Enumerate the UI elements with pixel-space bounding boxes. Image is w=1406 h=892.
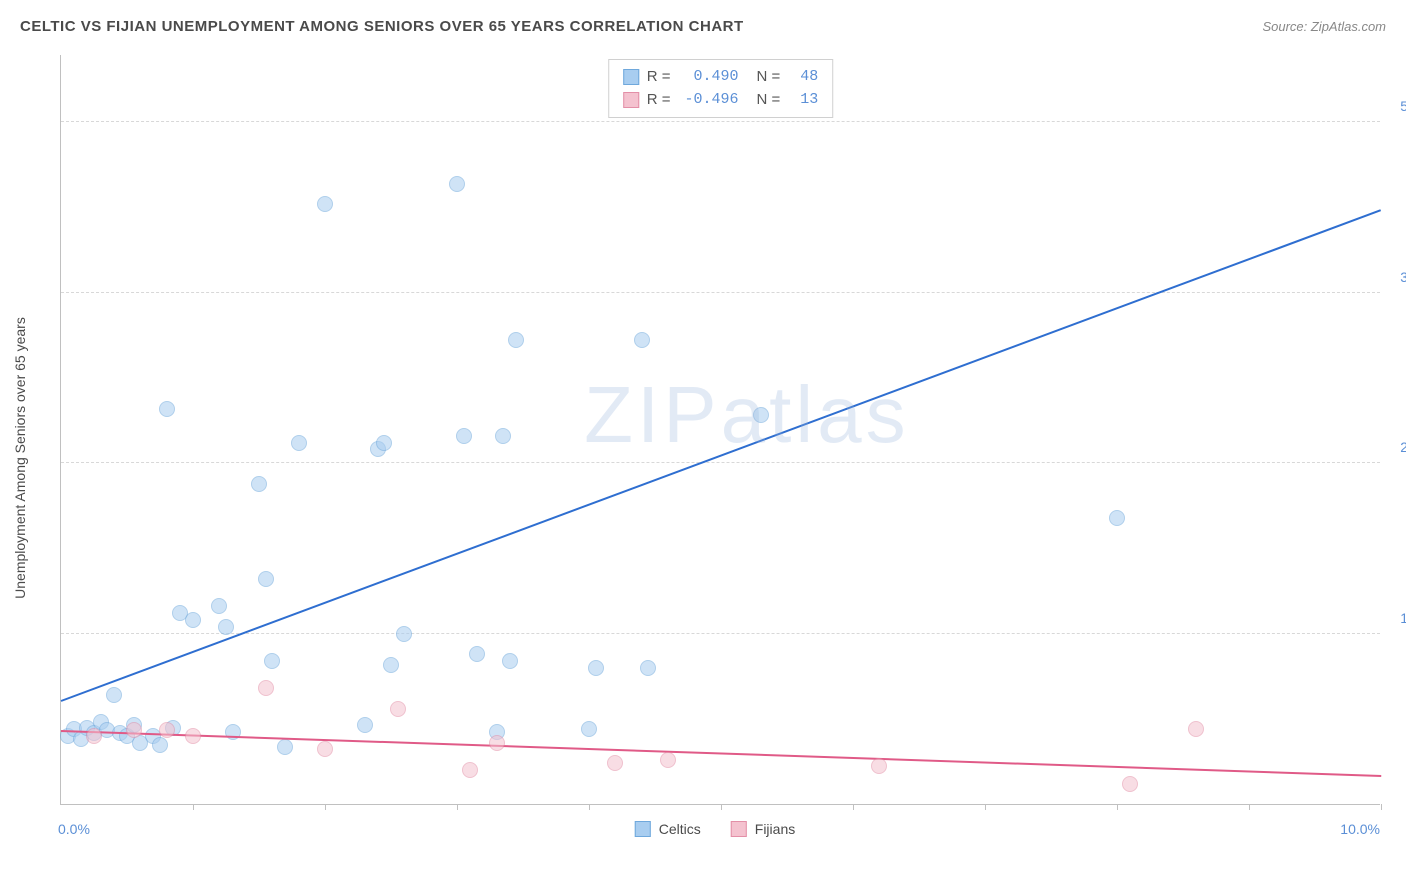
x-axis-min-label: 0.0%: [58, 821, 90, 837]
data-point: [185, 728, 201, 744]
data-point: [588, 660, 604, 676]
data-point: [581, 721, 597, 737]
data-point: [502, 653, 518, 669]
data-point: [1122, 776, 1138, 792]
y-axis-label: Unemployment Among Seniors over 65 years: [12, 317, 28, 599]
data-point: [376, 435, 392, 451]
data-point: [449, 176, 465, 192]
x-tick: [853, 804, 854, 810]
n-value-fijians: 13: [788, 89, 818, 112]
gridline: [61, 121, 1380, 122]
n-value-celtics: 48: [788, 66, 818, 89]
data-point: [258, 680, 274, 696]
data-point: [258, 571, 274, 587]
data-point: [291, 435, 307, 451]
series-name-celtics: Celtics: [659, 821, 701, 837]
data-point: [152, 737, 168, 753]
y-tick-label: 50.0%: [1400, 98, 1406, 114]
data-point: [508, 332, 524, 348]
x-tick: [1249, 804, 1250, 810]
chart-title: CELTIC VS FIJIAN UNEMPLOYMENT AMONG SENI…: [20, 18, 744, 35]
data-point: [126, 722, 142, 738]
data-point: [264, 653, 280, 669]
x-tick: [193, 804, 194, 810]
x-tick: [1117, 804, 1118, 810]
data-point: [462, 762, 478, 778]
r-label: R =: [647, 89, 671, 112]
gridline: [61, 462, 1380, 463]
legend-item-celtics: Celtics: [635, 821, 701, 837]
data-point: [317, 196, 333, 212]
series-legend: Celtics Fijians: [635, 821, 795, 837]
swatch-fijians: [623, 92, 639, 108]
data-point: [86, 728, 102, 744]
data-point: [211, 598, 227, 614]
y-tick-label: 25.0%: [1400, 439, 1406, 455]
data-point: [489, 735, 505, 751]
data-point: [660, 752, 676, 768]
x-tick: [985, 804, 986, 810]
data-point: [357, 717, 373, 733]
gridline: [61, 633, 1380, 634]
data-point: [456, 428, 472, 444]
data-point: [317, 741, 333, 757]
data-point: [1109, 510, 1125, 526]
gridline: [61, 292, 1380, 293]
r-value-celtics: 0.490: [679, 66, 739, 89]
data-point: [1188, 721, 1204, 737]
watermark-bold: ZIP: [584, 370, 720, 459]
data-point: [251, 476, 267, 492]
r-value-fijians: -0.496: [679, 89, 739, 112]
x-tick: [457, 804, 458, 810]
x-tick: [1381, 804, 1382, 810]
data-point: [495, 428, 511, 444]
swatch-celtics: [623, 69, 639, 85]
series-name-fijians: Fijians: [755, 821, 795, 837]
data-point: [277, 739, 293, 755]
data-point: [607, 755, 623, 771]
data-point: [871, 758, 887, 774]
legend-row-fijians: R = -0.496 N = 13: [623, 89, 819, 112]
chart-container: Unemployment Among Seniors over 65 years…: [50, 55, 1380, 845]
trend-line: [61, 209, 1382, 702]
swatch-fijians: [731, 821, 747, 837]
data-point: [469, 646, 485, 662]
r-label: R =: [647, 66, 671, 89]
data-point: [383, 657, 399, 673]
data-point: [640, 660, 656, 676]
x-tick: [589, 804, 590, 810]
data-point: [396, 626, 412, 642]
plot-area: ZIPatlas R = 0.490 N = 48 R = -0.496 N =…: [60, 55, 1380, 805]
data-point: [106, 687, 122, 703]
y-tick-label: 37.5%: [1400, 269, 1406, 285]
x-axis-max-label: 10.0%: [1340, 821, 1380, 837]
source-attribution: Source: ZipAtlas.com: [1262, 19, 1386, 34]
data-point: [390, 701, 406, 717]
data-point: [218, 619, 234, 635]
correlation-legend: R = 0.490 N = 48 R = -0.496 N = 13: [608, 59, 834, 118]
data-point: [634, 332, 650, 348]
x-tick: [721, 804, 722, 810]
swatch-celtics: [635, 821, 651, 837]
x-tick: [325, 804, 326, 810]
data-point: [753, 407, 769, 423]
data-point: [185, 612, 201, 628]
legend-item-fijians: Fijians: [731, 821, 795, 837]
legend-row-celtics: R = 0.490 N = 48: [623, 66, 819, 89]
y-tick-label: 12.5%: [1400, 610, 1406, 626]
data-point: [159, 401, 175, 417]
n-label: N =: [757, 66, 781, 89]
trend-line: [61, 730, 1381, 777]
n-label: N =: [757, 89, 781, 112]
data-point: [159, 722, 175, 738]
